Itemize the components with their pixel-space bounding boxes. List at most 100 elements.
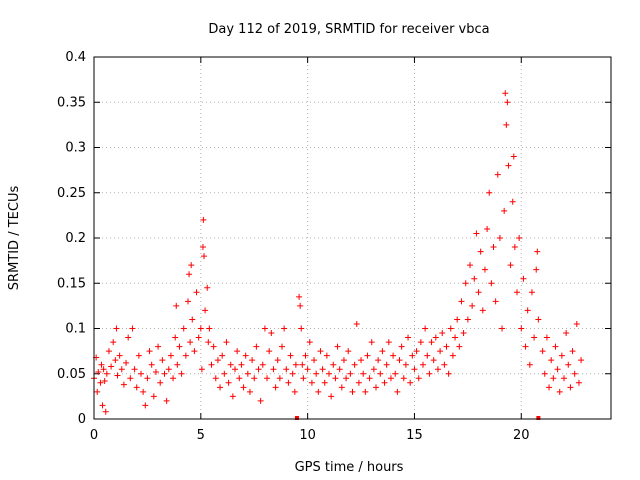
data-point [535, 316, 542, 323]
data-point [225, 379, 232, 386]
data-point [355, 379, 362, 386]
data-point [430, 357, 437, 364]
data-point [182, 352, 189, 359]
data-point [186, 271, 193, 278]
data-point [202, 307, 209, 314]
data-point [420, 361, 426, 368]
data-point [417, 339, 424, 346]
data-point [340, 357, 347, 364]
data-point [368, 339, 375, 346]
x-tick-label: 20 [513, 428, 530, 443]
data-point [477, 248, 484, 255]
data-point [221, 370, 228, 377]
data-point [464, 316, 471, 323]
data-point [328, 393, 335, 400]
data-point [167, 352, 174, 359]
data-point [229, 393, 236, 400]
data-point [97, 379, 104, 386]
data-point [100, 366, 107, 373]
data-point [98, 361, 105, 368]
data-point [102, 408, 109, 415]
data-point [437, 348, 444, 355]
data-point [94, 388, 101, 395]
data-point [201, 253, 208, 260]
data-point [287, 352, 294, 359]
data-point [170, 375, 177, 382]
data-point [146, 348, 153, 355]
data-point [383, 361, 390, 368]
data-point [319, 366, 326, 373]
data-point [323, 352, 330, 359]
data-point [528, 289, 535, 296]
data-point [366, 375, 373, 382]
data-point [460, 330, 467, 337]
data-point [400, 375, 407, 382]
data-point [467, 262, 473, 269]
data-point [253, 343, 260, 350]
y-tick-label: 0.1 [65, 322, 86, 337]
data-point [492, 298, 499, 305]
data-point [343, 375, 350, 382]
data-point [360, 370, 367, 377]
data-point [120, 381, 127, 388]
data-point [443, 343, 450, 350]
data-point [475, 289, 482, 296]
data-point [315, 388, 322, 395]
data-point [205, 339, 212, 346]
x-tick-label: 5 [197, 428, 205, 443]
data-point [110, 339, 117, 346]
data-point [279, 343, 285, 350]
data-point [317, 348, 324, 355]
data-point [479, 307, 486, 314]
gap-marker [294, 416, 299, 420]
x-tick-label: 0 [90, 428, 98, 443]
data-point [364, 352, 371, 359]
data-point [522, 343, 529, 350]
data-point [387, 375, 394, 382]
data-point [157, 379, 164, 386]
data-point [573, 320, 580, 327]
data-point [238, 361, 245, 368]
data-point [227, 361, 234, 368]
data-point [370, 366, 377, 373]
data-point [390, 352, 397, 359]
data-point [411, 366, 418, 373]
y-tick-label: 0 [78, 412, 86, 427]
data-point [123, 359, 130, 366]
data-point [456, 343, 463, 350]
data-point [375, 357, 382, 364]
data-point [504, 99, 511, 106]
data-point [552, 343, 559, 350]
y-tick-label: 0.3 [65, 141, 86, 156]
y-tick-label: 0.4 [65, 50, 86, 65]
data-point [159, 357, 166, 364]
data-point [413, 348, 420, 355]
data-point [165, 366, 172, 373]
data-point [217, 384, 224, 391]
gap-marker [536, 416, 541, 420]
data-point [345, 348, 352, 355]
data-point [116, 352, 123, 359]
data-point [510, 153, 517, 160]
data-point [518, 325, 525, 332]
data-point [135, 352, 142, 359]
data-point [289, 370, 296, 377]
data-point [558, 352, 565, 359]
data-point [509, 198, 516, 205]
data-point [424, 352, 431, 359]
data-point [503, 121, 510, 128]
data-point [490, 244, 497, 251]
data-point [353, 320, 360, 327]
data-point [178, 370, 185, 377]
data-point [321, 379, 328, 386]
data-point [458, 298, 465, 305]
data-point [108, 363, 115, 370]
data-point [199, 244, 206, 251]
data-point [246, 388, 253, 395]
data-point [381, 379, 388, 386]
data-point [543, 334, 550, 341]
data-point [434, 366, 441, 373]
data-point [297, 302, 304, 309]
y-tick-label: 0.35 [57, 95, 86, 110]
data-point [332, 375, 339, 382]
